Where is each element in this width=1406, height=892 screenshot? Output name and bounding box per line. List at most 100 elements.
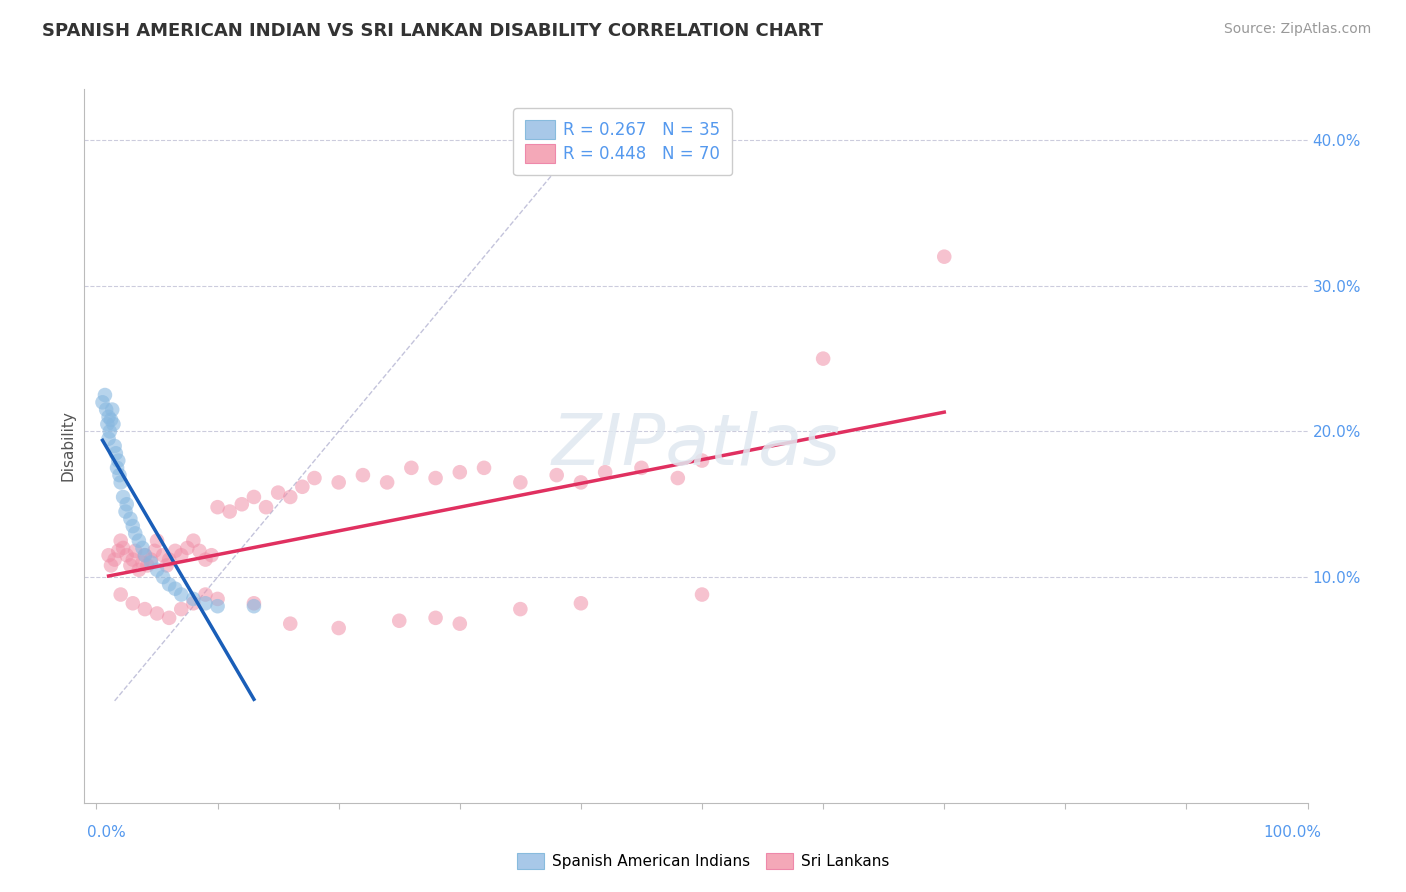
Text: Source: ZipAtlas.com: Source: ZipAtlas.com [1223,22,1371,37]
Point [120,558,142,573]
Point [165,544,187,558]
Text: 100.0%: 100.0% [1264,825,1322,840]
Point [105,460,128,475]
Point [139,556,162,570]
Point [157,552,180,566]
Point [128,533,150,548]
Point [934,250,956,264]
Point [110,533,132,548]
Point [121,552,143,566]
Point [328,475,350,490]
Legend: R = 0.267   N = 35, R = 0.448   N = 70: R = 0.267 N = 35, R = 0.448 N = 70 [513,108,733,175]
Point [690,588,713,602]
Point [165,582,187,596]
Point [194,552,217,566]
Point [254,500,277,515]
Point [100,413,122,427]
Point [97,409,120,424]
Point [207,500,229,515]
Point [170,548,193,562]
Point [509,475,531,490]
Point [278,490,301,504]
Point [375,475,398,490]
Point [104,446,127,460]
Point [98,425,121,439]
Point [112,490,135,504]
Text: 0.0%: 0.0% [87,825,127,840]
Point [183,533,205,548]
Point [194,596,217,610]
Point [630,460,652,475]
Point [107,544,129,558]
Point [128,563,150,577]
Point [156,558,179,573]
Point [110,588,132,602]
Point [157,577,180,591]
Point [194,588,217,602]
Point [425,471,447,485]
Point [449,616,471,631]
Point [110,475,132,490]
Point [124,544,146,558]
Point [509,602,531,616]
Point [569,596,592,610]
Point [218,504,240,518]
Point [811,351,834,366]
Point [328,621,350,635]
Point [143,544,166,558]
Point [188,544,211,558]
Point [104,439,127,453]
Point [176,541,198,555]
Point [146,607,169,621]
Point [134,548,156,562]
Y-axis label: Disability: Disability [60,410,76,482]
Point [401,460,423,475]
Point [114,504,136,518]
Point [146,563,169,577]
Point [546,468,568,483]
Point [115,548,138,562]
Point [183,591,205,606]
Point [267,485,290,500]
Point [278,616,301,631]
Point [183,596,205,610]
Point [96,402,118,417]
Point [104,552,127,566]
Point [136,558,159,573]
Point [569,475,592,490]
Point [146,533,169,548]
Point [91,395,114,409]
Point [134,602,156,616]
Point [200,548,222,562]
Text: ZIPatlas: ZIPatlas [551,411,841,481]
Point [666,471,689,485]
Point [243,599,266,614]
Point [139,552,162,566]
Point [96,417,118,432]
Point [152,548,174,562]
Point [388,614,411,628]
Point [124,526,146,541]
Point [304,471,326,485]
Point [207,591,229,606]
Point [207,599,229,614]
Point [120,512,142,526]
Point [97,548,120,562]
Point [690,453,713,467]
Point [243,490,266,504]
Point [170,602,193,616]
Point [131,556,153,570]
Point [131,541,153,555]
Legend: Spanish American Indians, Sri Lankans: Spanish American Indians, Sri Lankans [510,847,896,875]
Point [108,468,131,483]
Point [100,558,122,573]
Point [157,611,180,625]
Point [170,588,193,602]
Point [112,541,135,555]
Point [425,611,447,625]
Point [352,468,374,483]
Point [231,497,253,511]
Point [134,548,156,562]
Point [472,460,495,475]
Point [121,519,143,533]
